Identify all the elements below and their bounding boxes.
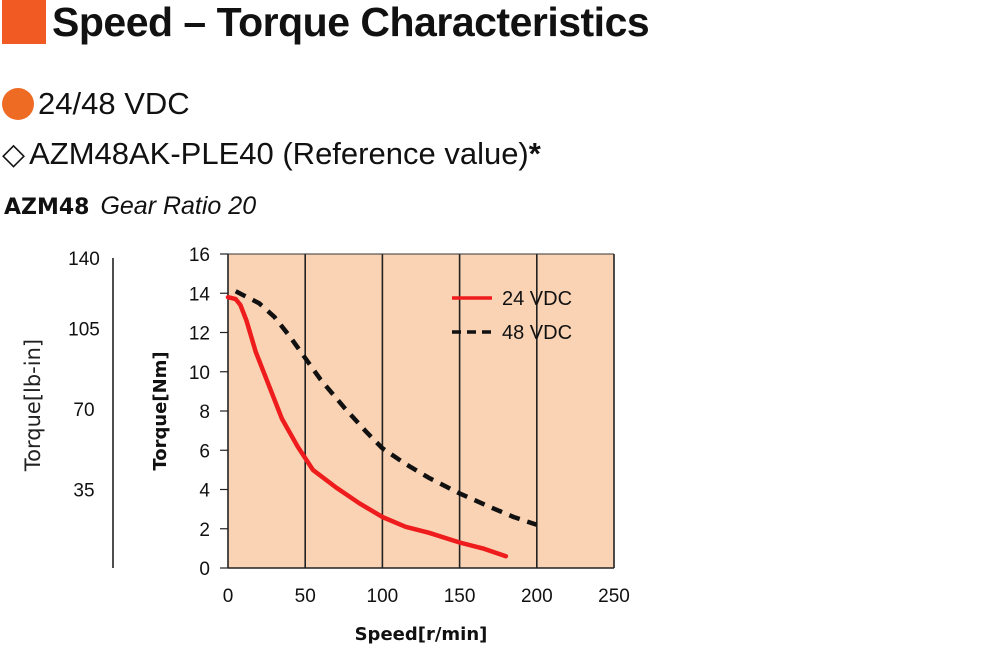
secondary-tick-label-3: 35	[73, 481, 94, 502]
x-tick-label-0: 0	[223, 586, 234, 607]
sub-model-label: AZM48	[4, 195, 90, 220]
voltage-line: 24/48 VDC	[2, 86, 190, 122]
y-tick-label-4: 8	[199, 402, 210, 423]
legend-label-1: 48 VDC	[502, 322, 572, 344]
secondary-axis-title: Torque[lb-in]	[21, 339, 45, 472]
y-tick-label-8: 16	[189, 245, 210, 266]
voltage-label: 24/48 VDC	[38, 86, 190, 121]
plot-area	[228, 254, 614, 568]
y-tick-label-0: 0	[199, 559, 210, 580]
y-tick-label-2: 4	[199, 481, 210, 502]
sub-heading: AZM48 Gear Ratio 20	[4, 192, 256, 221]
y-tick-label-6: 12	[189, 324, 210, 345]
gear-ratio-label: Gear Ratio 20	[100, 192, 257, 220]
y-tick-label-5: 10	[189, 363, 210, 384]
x-tick-label-2: 100	[367, 586, 399, 607]
title-bar: Speed – Torque Characteristics	[2, 0, 650, 45]
y-axis-title: Torque[Nm]	[150, 351, 171, 470]
y-tick-label-1: 2	[199, 520, 210, 541]
x-tick-label-1: 50	[295, 586, 316, 607]
model-label: AZM48AK-PLE40 (Reference value)	[29, 136, 529, 171]
x-tick-label-5: 250	[598, 586, 630, 607]
secondary-tick-label-2: 70	[73, 400, 94, 421]
diamond-icon: ◇	[2, 137, 26, 171]
x-axis-title: Speed[r/min]	[355, 624, 488, 645]
secondary-tick-label-0: 140	[68, 249, 100, 270]
model-note: *	[528, 136, 541, 171]
page-title: Speed – Torque Characteristics	[52, 0, 650, 45]
x-tick-label-3: 150	[444, 586, 476, 607]
x-tick-label-4: 200	[521, 586, 553, 607]
series-line-1	[234, 289, 538, 527]
series-line-0	[225, 294, 509, 559]
model-line: ◇ AZM48AK-PLE40 (Reference value) *	[2, 136, 541, 172]
secondary-tick-label-1: 105	[68, 320, 100, 341]
y-tick-label-3: 6	[199, 441, 210, 462]
legend-label-0: 24 VDC	[502, 288, 572, 310]
y-tick-label-7: 14	[189, 284, 211, 305]
title-accent-square	[2, 0, 46, 44]
voltage-dot-icon	[2, 88, 34, 120]
